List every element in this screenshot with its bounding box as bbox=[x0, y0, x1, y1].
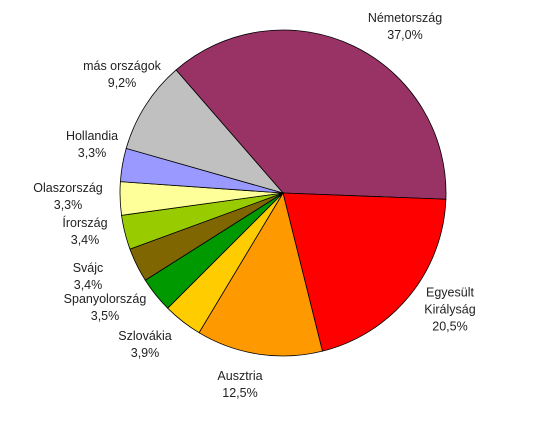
value-label: 12,5% bbox=[222, 386, 258, 400]
slice-label: más országok 9,2% bbox=[83, 58, 161, 92]
category-label: Svájc bbox=[72, 261, 104, 275]
value-label: 20,5% bbox=[432, 319, 468, 334]
category-label: Németország bbox=[367, 11, 443, 25]
slice-label: Spanyolország 3,5% bbox=[64, 291, 147, 325]
slice-label: Egyesült Királyság 20,5% bbox=[410, 285, 490, 336]
value-label: 3,4% bbox=[73, 278, 103, 292]
value-label: 3,9% bbox=[130, 346, 160, 360]
pie-slice bbox=[198, 191, 323, 357]
category-label: Írország bbox=[62, 216, 108, 230]
pie-slice bbox=[125, 69, 285, 194]
category-label: Egyesült Királyság bbox=[424, 285, 476, 317]
value-label: 3,3% bbox=[77, 146, 107, 160]
value-label: 37,0% bbox=[387, 28, 423, 42]
value-label: 3,5% bbox=[90, 309, 120, 323]
pie-slice bbox=[282, 192, 447, 352]
slice-label: Németország 37,0% bbox=[368, 10, 442, 44]
value-label: 3,3% bbox=[53, 198, 83, 212]
category-label: más országok bbox=[83, 59, 161, 73]
pie-slice bbox=[175, 29, 447, 200]
category-label: Spanyolország bbox=[63, 292, 147, 306]
slice-label: Olaszország 3,3% bbox=[33, 180, 102, 214]
slice-label: Írország 3,4% bbox=[62, 215, 107, 249]
category-label: Ausztria bbox=[217, 369, 263, 383]
category-label: Olaszország bbox=[33, 181, 103, 195]
value-label: 9,2% bbox=[107, 76, 137, 90]
slice-label: Szlovákia 3,9% bbox=[118, 328, 172, 362]
slice-label: Svájc 3,4% bbox=[73, 260, 104, 294]
category-label: Hollandia bbox=[65, 129, 119, 143]
category-label: Szlovákia bbox=[118, 329, 172, 343]
slice-label: Ausztria 12,5% bbox=[217, 368, 262, 402]
value-label: 3,4% bbox=[70, 233, 100, 247]
slice-label: Hollandia 3,3% bbox=[66, 128, 118, 162]
